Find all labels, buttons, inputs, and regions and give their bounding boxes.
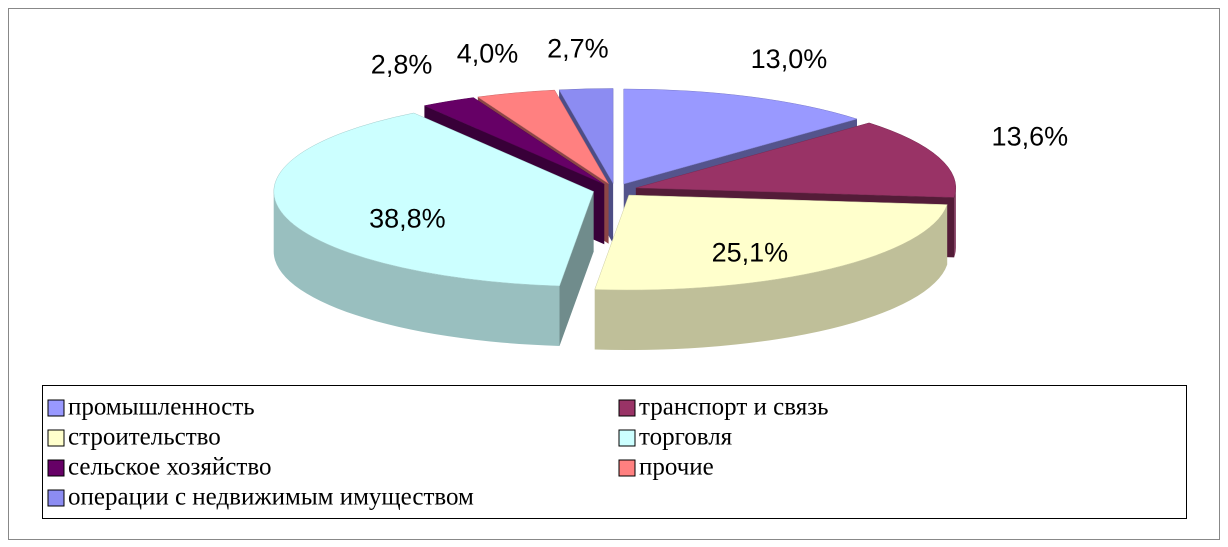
slice (623, 88, 858, 185)
slice (273, 112, 594, 287)
slice (558, 88, 614, 185)
slice (477, 89, 609, 184)
slice (635, 122, 957, 198)
slice-wall (273, 191, 560, 346)
legend-label: строительство (68, 424, 221, 451)
data-label: 2,8% (371, 50, 433, 80)
slice-wall (954, 187, 956, 258)
slice (423, 97, 605, 185)
slice-wall (594, 204, 948, 351)
legend-box (42, 385, 1187, 519)
legend-swatch (618, 459, 636, 477)
legend-label: сельское хозяйство (68, 454, 271, 481)
legend-swatch (618, 399, 636, 417)
legend-swatch (47, 459, 65, 477)
legend-label: прочие (639, 454, 714, 481)
data-label: 13,6% (992, 121, 1069, 151)
data-label: 2,7% (547, 34, 609, 64)
pie: 13,0% 13,6% 25,1% 38,8% 2,8% 4,0% 2,7% (273, 34, 1069, 351)
legend-swatch (47, 429, 65, 447)
legend-swatch (618, 429, 636, 447)
data-label: 25,1% (712, 237, 789, 267)
slice-side (559, 191, 594, 346)
data-label: 4,0% (457, 39, 519, 69)
data-label: 13,0% (751, 44, 828, 74)
legend-swatch (47, 399, 65, 417)
legend-label: транспорт и связь (639, 394, 829, 421)
legend-label: промышленность (68, 394, 255, 421)
legend-label: операции с недвижимым имуществом (68, 484, 474, 511)
data-label: 38,8% (369, 204, 446, 234)
legend-swatch (47, 489, 65, 507)
slice (594, 194, 948, 291)
legend: промышленность транспорт и связь строитель… (47, 394, 829, 511)
legend-label: торговля (639, 424, 733, 451)
